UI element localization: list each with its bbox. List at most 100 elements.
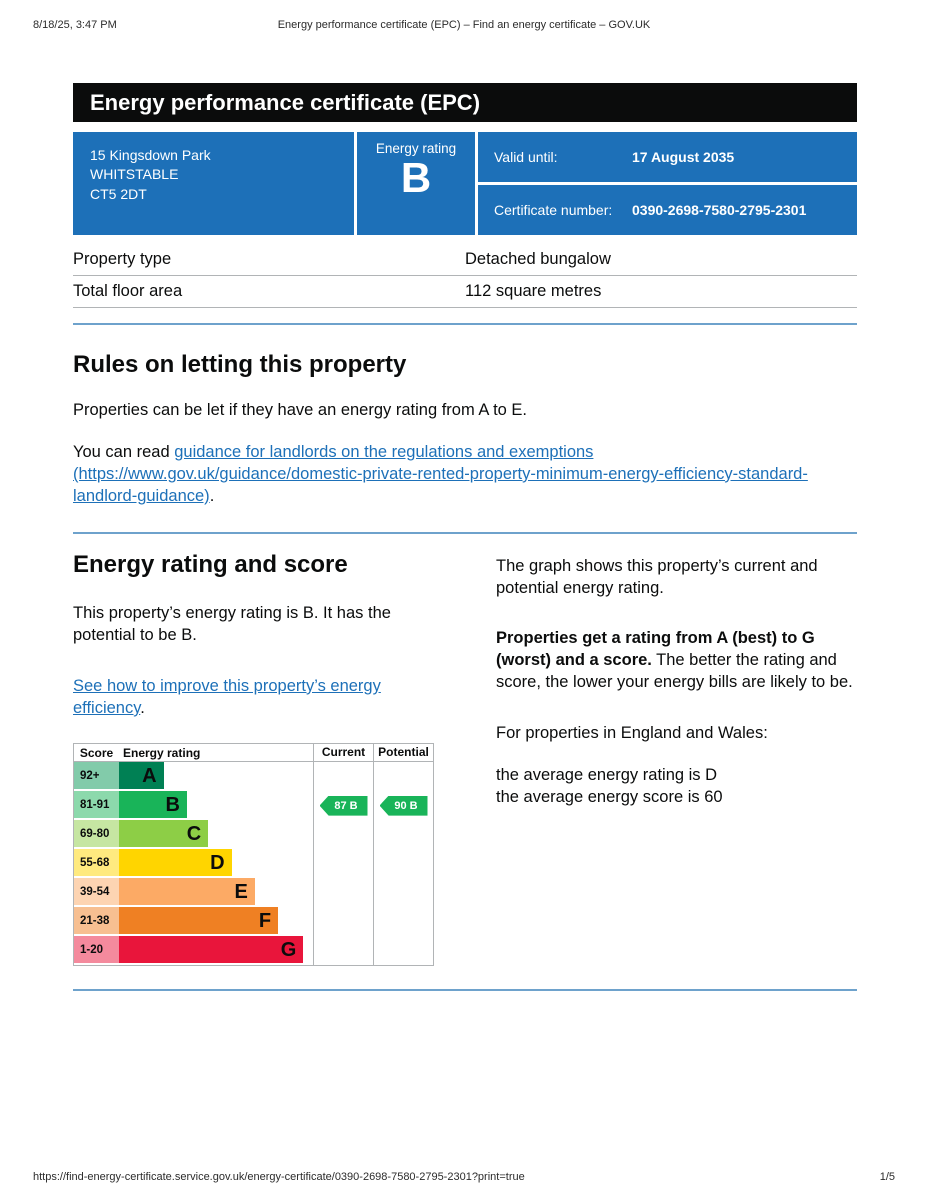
rating-heading: Energy rating and score [73,551,348,579]
energy-rating-value: B [400,154,432,201]
guidance-text-suffix: . [209,486,215,505]
epc-score-a: 92+ [74,762,119,790]
valid-until-value: 17 August 2035 [632,149,735,165]
epc-bar-a: A [119,762,164,790]
chart-header-current: Current [313,744,373,762]
epc-current-cell-f [313,907,373,937]
epc-potential-cell-a [373,762,433,792]
epc-bar-cell-a: A [119,762,313,791]
epc-potential-cell-b: 90 B [373,791,433,821]
epc-score-d: 55-68 [74,849,119,877]
epc-letter-g: G [280,938,297,961]
epc-potential-cell-g [373,936,433,966]
epc-letter-a: A [142,764,157,787]
improve-suffix: . [140,698,145,717]
rating-section-right: The graph shows this property’s current … [496,551,857,966]
epc-bar-e: E [119,878,255,906]
epc-band-row-e: 39-54 E [74,878,433,908]
epc-letter-b: B [165,793,180,816]
epc-band-row-b: 81-91 B 87 B 90 B [74,791,433,821]
energy-rating-cell: Energy rating B [357,132,475,235]
epc-bar-g: G [119,936,304,964]
print-header: 8/18/25, 3:47 PM Energy performance cert… [33,19,895,31]
epc-band-row-g: 1-20 G [74,936,433,966]
letting-rules-heading: Rules on letting this property [73,351,407,378]
chart-header-score: Score [79,745,114,760]
epc-current-cell-g [313,936,373,966]
epc-bar-cell-f: F [119,907,313,936]
valid-until-label: Valid until: [494,149,558,165]
table-row-property-type: Property type Detached bungalow [73,244,857,276]
epc-letter-d: D [210,851,225,874]
landlord-guidance-link[interactable]: guidance for landlords on the regulation… [73,442,808,505]
epc-current-cell-c [313,820,373,850]
average-score-text: the average energy score is 60 [496,787,723,806]
epc-potential-cell-f [373,907,433,937]
chart-header-potential: Potential [373,744,433,762]
average-rating-text: the average energy rating is D [496,765,718,784]
certificate-number-row: Certificate number: 0390-2698-7580-2795-… [478,185,857,235]
epc-letter-f: F [258,909,272,932]
epc-current-cell-a [313,762,373,792]
region-text: For properties in England and Wales: [496,723,768,742]
rating-section-left: Energy rating and score This property’s … [73,551,434,967]
epc-band-row-a: 92+ A [74,762,433,792]
certificate-summary-box: 15 Kingsdown Park WHITSTABLE CT5 2DT Ene… [73,132,857,235]
epc-current-cell-e [313,878,373,908]
guidance-text-prefix: You can read [73,442,175,461]
epc-current-cell-b: 87 B [313,791,373,821]
rating-section: Energy rating and score This property’s … [73,551,857,967]
certificate-number-value: 0390-2698-7580-2795-2301 [632,202,807,218]
improve-efficiency-link[interactable]: See how to improve this property’s energ… [73,676,381,717]
rating-explainer-text: Properties get a rating from A (best) to… [496,627,857,693]
epc-banner: Energy performance certificate (EPC) [73,83,857,122]
rating-explainer-bold: Properties get a rating from A (best) to… [496,629,815,670]
epc-potential-cell-e [373,878,433,908]
floor-area-label: Total floor area [73,282,183,300]
property-address: 15 Kingsdown Park WHITSTABLE CT5 2DT [73,132,354,235]
epc-chart-rows: 92+ A 81-91 B 87 B 90 B 69-80 C 55-68 D 39-54 E 21-3… [74,762,433,966]
epc-bar-cell-g: G [119,936,313,965]
rating-summary-text: This property’s energy rating is B. It h… [73,603,391,644]
print-footer: https://find-energy-certificate.service.… [33,1171,895,1183]
epc-potential-marker: 90 B [379,795,428,816]
graph-intro-text: The graph shows this property’s current … [496,557,818,598]
print-datetime: 8/18/25, 3:47 PM [33,19,117,31]
chart-header-row: Score Energy rating Current Potential [74,744,433,763]
letting-guidance-paragraph: You can read guidance for landlords on t… [73,441,857,507]
property-details-table: Property type Detached bungalow Total fl… [73,244,857,308]
section-divider [73,323,857,325]
energy-rating-chart: Score Energy rating Current Potential 92… [73,743,434,967]
average-values: the average energy rating is D the avera… [496,764,857,808]
rating-explainer-rest: The better the rating and score, the low… [496,651,853,692]
epc-score-c: 69-80 [74,820,119,848]
certificate-content: Energy performance certificate (EPC) 15 … [73,83,857,992]
epc-potential-cell-c [373,820,433,850]
epc-bar-d: D [119,849,232,877]
address-line-2: WHITSTABLE [90,166,179,183]
epc-band-row-f: 21-38 F [74,907,433,937]
energy-rating-label: Energy rating [375,141,457,156]
epc-bar-cell-c: C [119,820,313,849]
epc-letter-e: E [234,880,248,903]
epc-bar-f: F [119,907,279,935]
epc-bar-cell-b: B [119,791,313,820]
print-footer-page: 1/5 [879,1171,895,1183]
section-divider-2 [73,532,857,535]
epc-bar-cell-d: D [119,849,313,878]
letting-rules-paragraph: Properties can be let if they have an en… [73,400,528,419]
address-line-3: CT5 2DT [90,185,147,202]
print-page-title: Energy performance certificate (EPC) – F… [277,19,651,31]
valid-until-row: Valid until: 17 August 2035 [478,132,857,182]
address-line-1: 15 Kingsdown Park [90,147,211,163]
print-footer-url: https://find-energy-certificate.service.… [33,1171,525,1183]
epc-current-cell-d [313,849,373,879]
epc-score-g: 1-20 [74,936,119,964]
epc-score-e: 39-54 [74,878,119,906]
epc-score-f: 21-38 [74,907,119,935]
epc-bar-b: B [119,791,187,819]
epc-band-row-c: 69-80 C [74,820,433,850]
epc-band-row-d: 55-68 D [74,849,433,879]
epc-current-marker: 87 B [319,795,368,816]
epc-banner-title: Energy performance certificate (EPC) [90,90,481,115]
